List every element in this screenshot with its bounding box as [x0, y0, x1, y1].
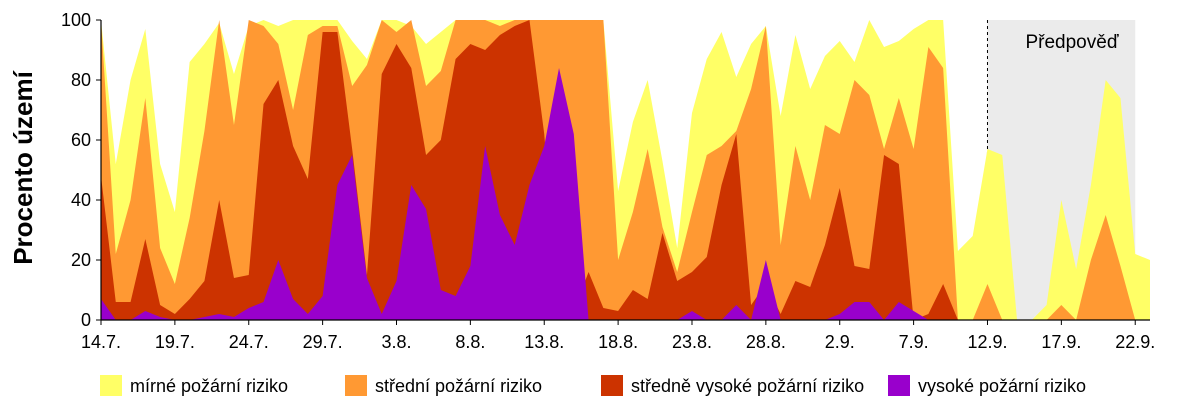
- legend-item: střední požární riziko: [345, 375, 542, 396]
- axes: 0 20 40 60 80 100 14.7. 19.7. 24.7. 29.7. 3.8. 8.8.…: [61, 10, 1155, 352]
- x-tick-label: 28.8.: [746, 332, 786, 352]
- legend-swatch: [888, 375, 910, 396]
- x-tick-label: 13.8.: [524, 332, 564, 352]
- x-tick-label: 18.8.: [598, 332, 638, 352]
- x-tick-label: 12.9.: [967, 332, 1007, 352]
- y-axis-label: Procento území: [8, 70, 38, 264]
- legend-label: vysoké požární riziko: [918, 376, 1086, 396]
- y-tick-label: 100: [61, 10, 91, 30]
- x-tick-label: 24.7.: [229, 332, 269, 352]
- legend-item: vysoké požární riziko: [888, 375, 1086, 396]
- y-tick-label: 20: [71, 250, 91, 270]
- x-tick-label: 23.8.: [672, 332, 712, 352]
- x-tick-label: 3.8.: [381, 332, 411, 352]
- y-tick-label: 80: [71, 70, 91, 90]
- legend-label: střední požární riziko: [375, 376, 542, 396]
- x-tick-label: 19.7.: [155, 332, 195, 352]
- legend-swatch: [345, 375, 367, 396]
- x-tick-label: 14.7.: [81, 332, 121, 352]
- x-tick-label: 29.7.: [303, 332, 343, 352]
- forecast-label: Předpověď: [1025, 32, 1118, 53]
- x-tick-label: 2.9.: [825, 332, 855, 352]
- legend-item: mírné požární riziko: [100, 375, 288, 396]
- legend-swatch: [601, 375, 623, 396]
- legend-label: mírné požární riziko: [130, 376, 288, 396]
- x-tick-label: 7.9.: [899, 332, 929, 352]
- y-tick-label: 0: [81, 310, 91, 330]
- series-3-area: [101, 20, 1150, 320]
- y-tick-label: 60: [71, 130, 91, 150]
- x-tick-label: 8.8.: [455, 332, 485, 352]
- legend-swatch: [100, 375, 122, 396]
- series-layer: [101, 20, 1150, 320]
- series-4-area: [101, 68, 1150, 320]
- x-tick-label: 22.9.: [1115, 332, 1155, 352]
- legend-item: středně vysoké požární riziko: [601, 375, 864, 396]
- y-tick-label: 40: [71, 190, 91, 210]
- legend-label: středně vysoké požární riziko: [631, 376, 864, 396]
- legend: mírné požární riziko střední požární rizi…: [100, 375, 1086, 396]
- x-tick-label: 17.9.: [1041, 332, 1081, 352]
